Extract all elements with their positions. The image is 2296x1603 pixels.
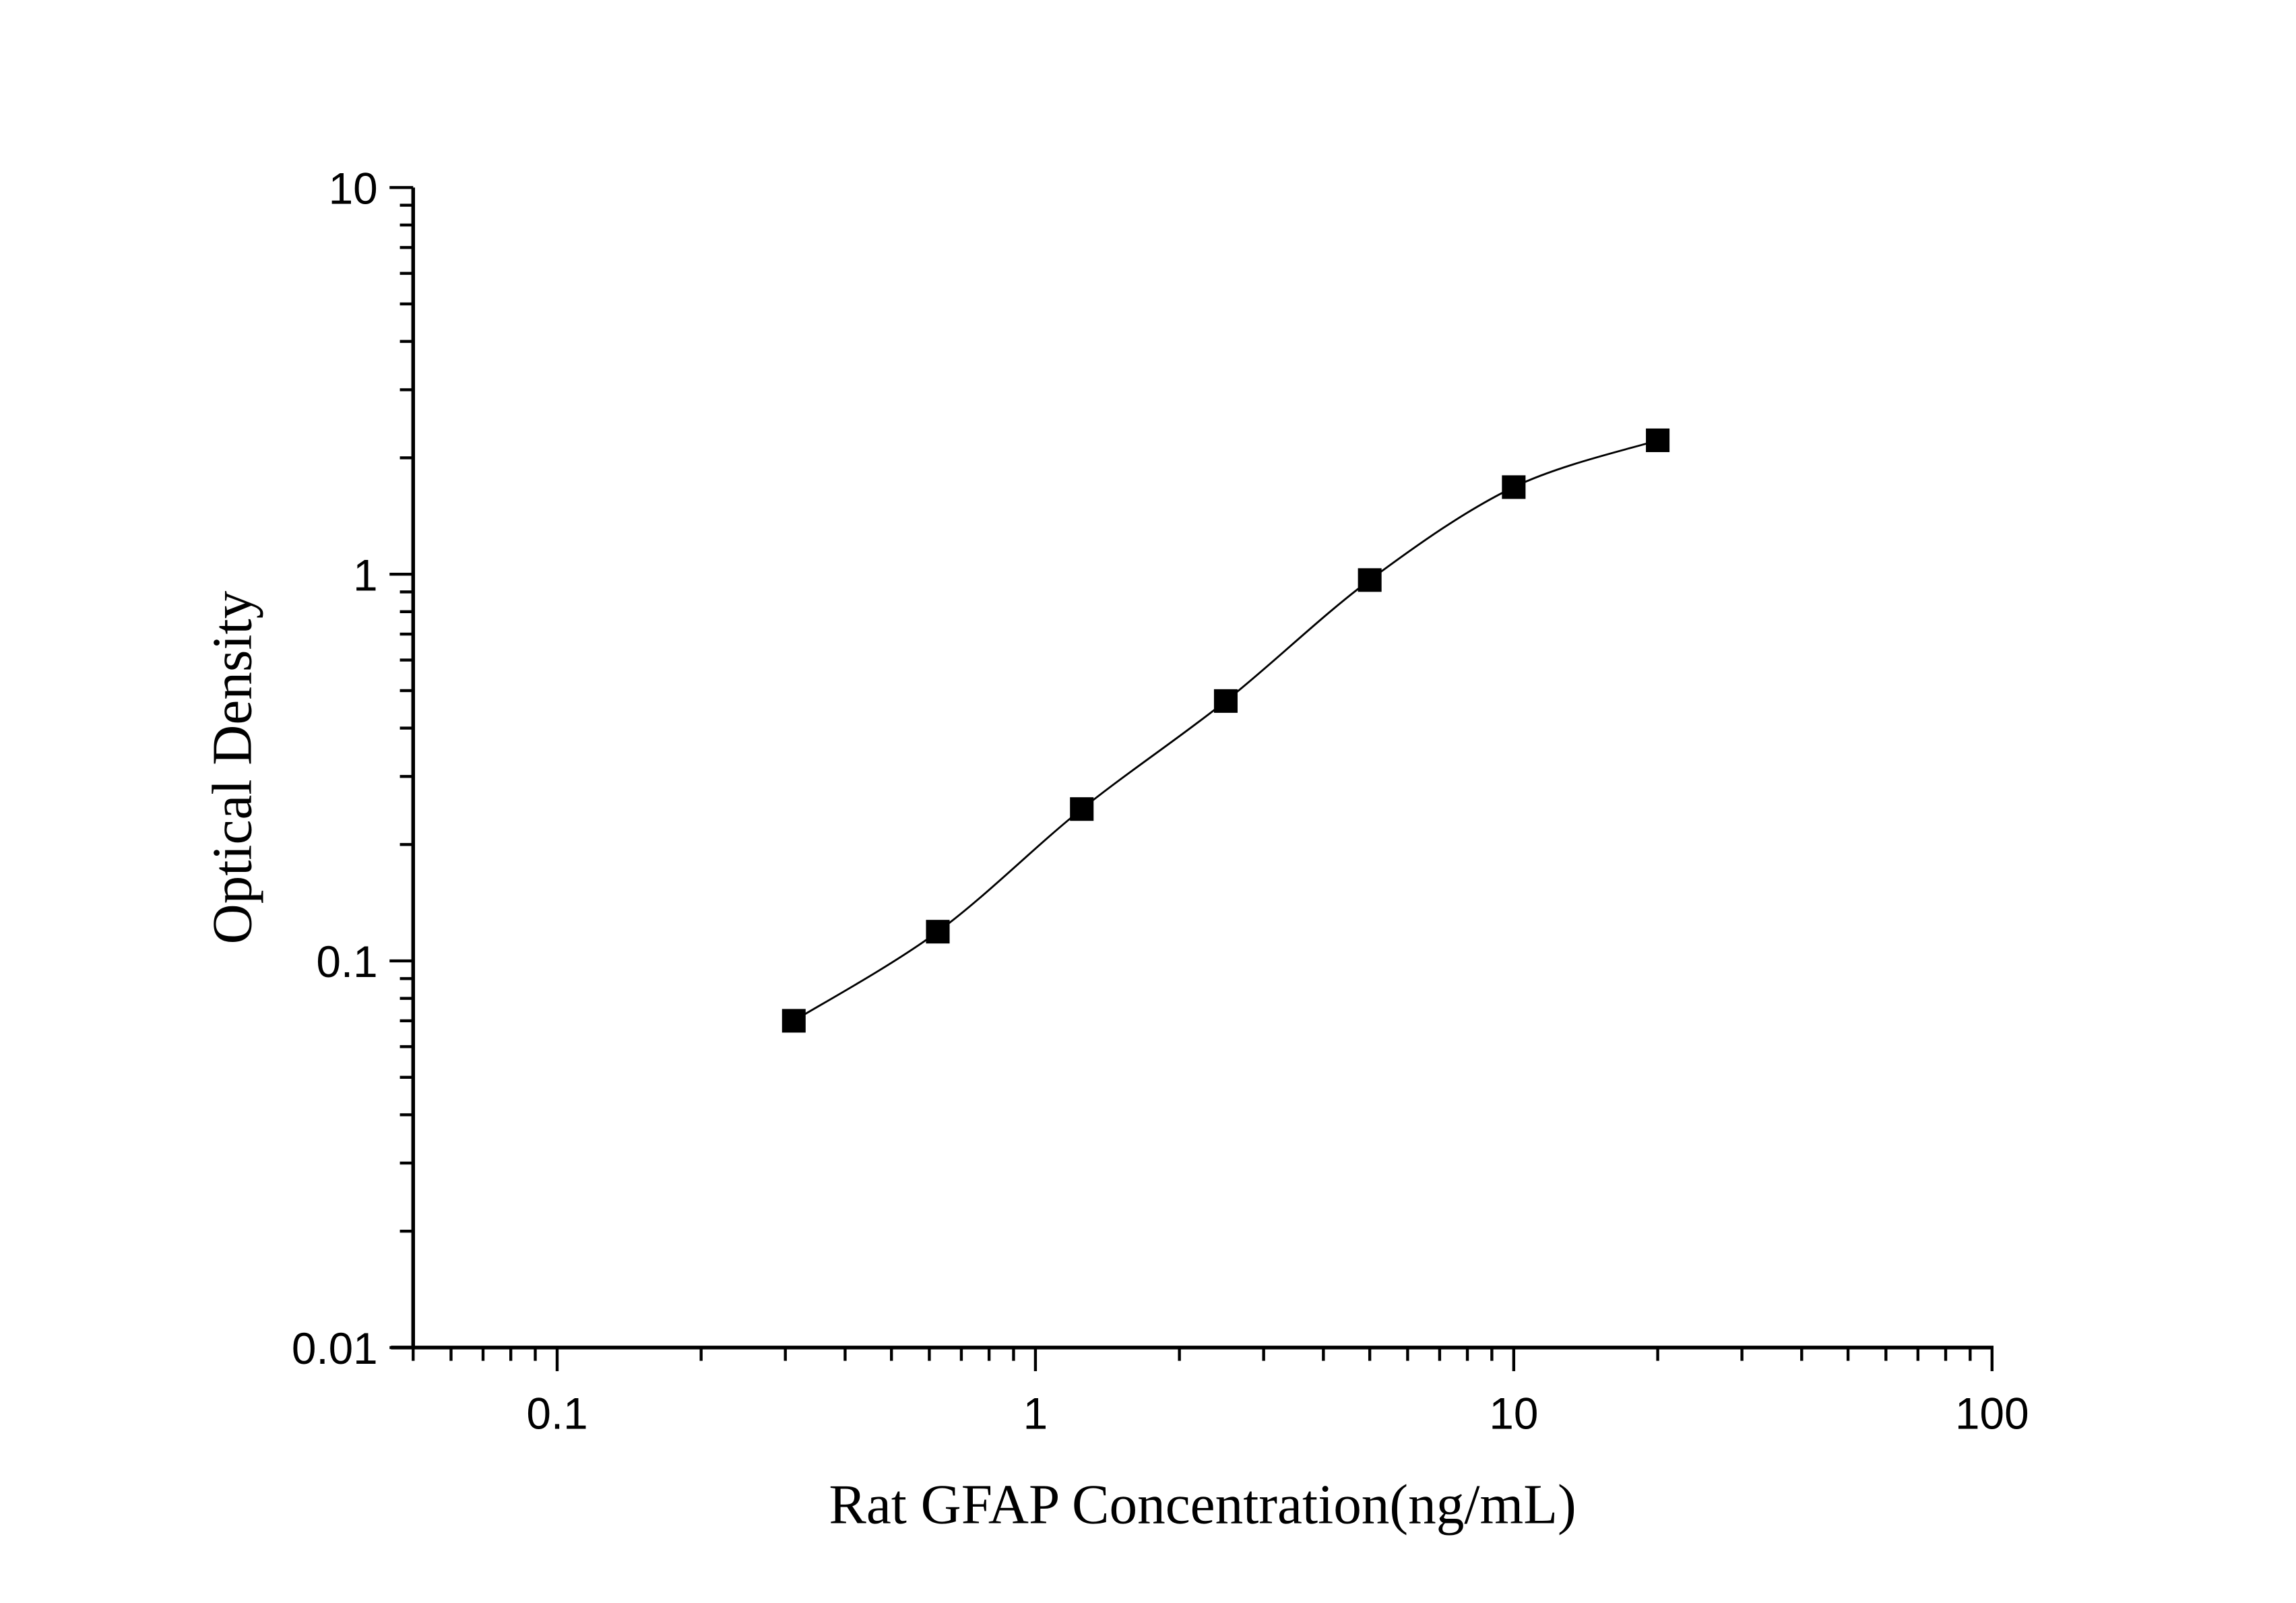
x-tick-label: 100 (1955, 1389, 2029, 1438)
axes (391, 187, 1994, 1350)
fit-curve (793, 439, 1659, 1022)
data-point (1646, 428, 1670, 452)
y-tick-label: 10 (329, 164, 378, 213)
data-point (1213, 689, 1238, 713)
data-point (782, 1009, 806, 1033)
ticks (389, 186, 1994, 1371)
y-tick-label: 0.01 (292, 1324, 378, 1373)
y-tick-labels: 0.01 0.1 1 10 (292, 164, 378, 1373)
y-tick-label: 0.1 (316, 937, 377, 986)
x-tick-labels: 0.1 1 10 100 (526, 1389, 2029, 1438)
data-point (1502, 475, 1526, 499)
data-point (1070, 797, 1094, 821)
data-point (926, 920, 950, 944)
data-point (1358, 568, 1382, 592)
data-points (782, 428, 1670, 1033)
x-tick-label: 10 (1489, 1389, 1538, 1438)
y-axis-title: Optical Density (201, 590, 263, 944)
x-tick-label: 1 (1023, 1389, 1048, 1438)
fit-curve-group (793, 439, 1659, 1022)
x-axis-title: Rat GFAP Concentration(ng/mL) (829, 1474, 1576, 1536)
x-tick-label: 0.1 (526, 1389, 587, 1438)
y-tick-label: 1 (353, 551, 378, 600)
